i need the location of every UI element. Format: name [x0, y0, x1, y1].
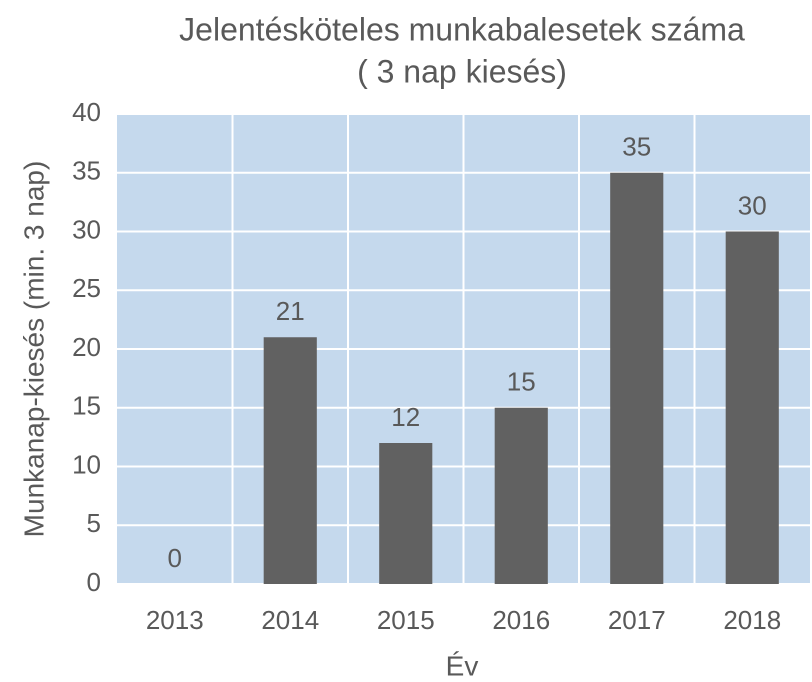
y-tick-label: 25 [72, 273, 101, 303]
value-label: 30 [738, 190, 767, 220]
y-tick-label: 0 [87, 567, 101, 597]
x-tick-label: 2016 [492, 605, 550, 635]
value-label: 12 [391, 402, 420, 432]
y-tick-label: 30 [72, 214, 101, 244]
y-tick-label: 15 [72, 391, 101, 421]
bar [610, 172, 664, 584]
bar [379, 443, 433, 584]
chart-title: Jelentésköteles munkabalesetek száma [179, 11, 745, 47]
y-tick-label: 5 [87, 508, 101, 538]
x-tick-label: 2015 [377, 605, 435, 635]
value-label: 15 [507, 367, 536, 397]
y-axis-label: Munkanap-kiesés (min. 3 nap) [18, 161, 49, 538]
y-tick-label: 10 [72, 449, 101, 479]
y-tick-label: 35 [72, 156, 101, 186]
value-label: 21 [276, 296, 305, 326]
x-tick-label: 2013 [146, 605, 204, 635]
y-tick-label: 20 [72, 332, 101, 362]
chart-subtitle: ( 3 nap kiesés) [357, 53, 567, 89]
bar [494, 407, 548, 584]
y-tick-label: 40 [72, 97, 101, 127]
bar [725, 231, 779, 584]
x-tick-label: 2018 [723, 605, 781, 635]
x-tick-label: 2014 [261, 605, 319, 635]
value-label: 35 [622, 132, 651, 162]
x-tick-label: 2017 [608, 605, 666, 635]
value-label: 0 [168, 543, 182, 573]
x-axis-label: Év [446, 650, 479, 681]
bar [263, 337, 317, 584]
